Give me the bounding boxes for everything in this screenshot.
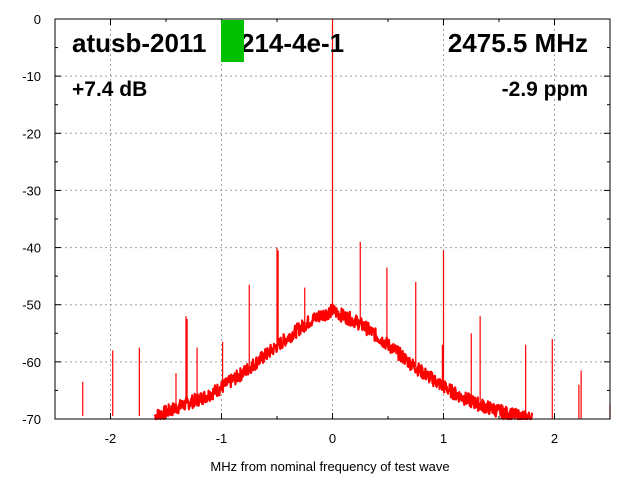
y-tick-label: 0 bbox=[34, 12, 41, 27]
y-tick-label: -10 bbox=[22, 69, 41, 84]
device-label: atusb-2011 bbox=[72, 28, 206, 58]
y-axis-ticks: 0 -10 -20 -30 -40 -50 -60 -70 bbox=[22, 12, 610, 427]
x-tick-label: -1 bbox=[216, 431, 228, 446]
device-suffix-label: 214-4e-1 bbox=[240, 28, 344, 58]
y-tick-label: -70 bbox=[22, 412, 41, 427]
y-tick-label: -30 bbox=[22, 183, 41, 198]
y-tick-label: -20 bbox=[22, 126, 41, 141]
x-tick-label: 0 bbox=[329, 431, 336, 446]
spectrum-series bbox=[82, 19, 611, 421]
noise-floor-line bbox=[153, 303, 534, 421]
y-tick-label: -60 bbox=[22, 355, 41, 370]
y-tick-label: -50 bbox=[22, 298, 41, 313]
y-tick-label: -40 bbox=[22, 241, 41, 256]
x-axis-title: MHz from nominal frequency of test wave bbox=[210, 459, 449, 474]
gain-label: +7.4 dB bbox=[72, 78, 147, 101]
frequency-label: 2475.5 MHz bbox=[448, 28, 588, 58]
plot-area-frame bbox=[54, 18, 611, 420]
x-tick-label: 1 bbox=[440, 431, 447, 446]
green-marker bbox=[221, 20, 244, 62]
x-tick-label: 2 bbox=[551, 431, 558, 446]
deviation-label: -2.9 ppm bbox=[502, 78, 588, 101]
x-tick-label: -2 bbox=[105, 431, 117, 446]
